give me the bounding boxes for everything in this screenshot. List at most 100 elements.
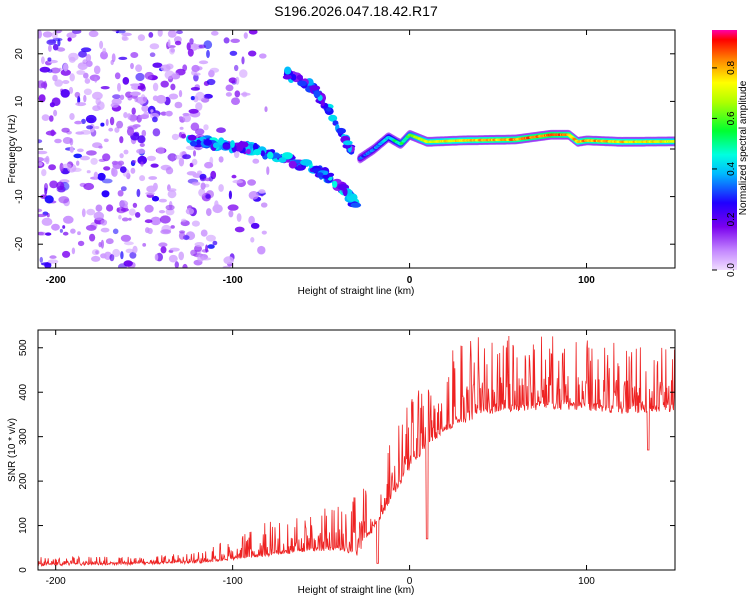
noise-blob bbox=[167, 190, 177, 199]
noise-blob bbox=[125, 248, 134, 254]
noise-blob bbox=[59, 162, 64, 172]
noise-blob bbox=[152, 116, 158, 123]
noise-blob bbox=[212, 204, 223, 214]
noise-blob bbox=[47, 259, 59, 264]
noise-blob bbox=[227, 204, 239, 211]
noise-blob bbox=[54, 138, 62, 144]
noise-blob bbox=[229, 50, 238, 56]
branch-blob bbox=[236, 143, 244, 152]
noise-blob bbox=[178, 251, 184, 261]
branch-blob bbox=[246, 148, 251, 155]
noise-blob bbox=[86, 125, 94, 130]
noise-blob bbox=[101, 190, 110, 198]
noise-blob bbox=[191, 158, 198, 166]
noise-blob bbox=[91, 255, 101, 262]
noise-blob bbox=[83, 72, 89, 79]
branch-blob bbox=[253, 142, 258, 151]
noise-blob bbox=[110, 102, 119, 108]
noise-blob bbox=[148, 32, 154, 38]
noise-blob bbox=[170, 225, 175, 229]
noise-blob bbox=[139, 175, 146, 182]
branch-blob bbox=[332, 120, 339, 125]
colorbar-ticks: 0.0 0.2 0.4 0.6 0.8 bbox=[712, 61, 737, 277]
noise-blob bbox=[179, 126, 184, 130]
noise-blob bbox=[206, 49, 210, 59]
bottom-x-axis-label: Height of straight line (km) bbox=[298, 585, 415, 596]
noise-blob bbox=[119, 153, 124, 159]
branch-blob bbox=[181, 133, 186, 139]
noise-blob bbox=[193, 150, 196, 157]
branch-blob bbox=[296, 74, 303, 81]
noise-blob bbox=[46, 213, 50, 218]
noise-blob bbox=[178, 157, 185, 167]
noise-blob bbox=[144, 219, 153, 224]
noise-blob bbox=[198, 44, 207, 49]
noise-blob bbox=[248, 191, 259, 200]
noise-blob bbox=[93, 171, 99, 180]
noise-blob bbox=[200, 182, 206, 190]
noise-blob bbox=[174, 101, 183, 109]
noise-blob bbox=[137, 135, 146, 144]
branch-blob bbox=[278, 157, 287, 163]
noise-blob bbox=[117, 190, 124, 197]
noise-blob bbox=[83, 88, 92, 96]
noise-blob bbox=[197, 170, 203, 175]
noise-blob bbox=[132, 245, 138, 254]
noise-blob bbox=[218, 156, 224, 163]
noise-blob bbox=[165, 110, 173, 117]
noise-blob bbox=[38, 30, 42, 39]
noise-blob bbox=[223, 256, 234, 265]
branch-blob bbox=[190, 140, 197, 147]
noise-blob bbox=[170, 83, 176, 91]
noise-blob bbox=[160, 229, 172, 235]
noise-blob bbox=[206, 208, 212, 217]
noise-blob bbox=[136, 188, 141, 198]
noise-blob bbox=[120, 166, 127, 174]
noise-blob bbox=[100, 219, 108, 226]
branch-blob bbox=[336, 127, 346, 134]
noise-blob bbox=[130, 62, 134, 70]
noise-blob bbox=[41, 169, 47, 177]
noise-blob bbox=[236, 213, 242, 222]
noise-blob bbox=[203, 124, 209, 131]
noise-blob bbox=[248, 30, 258, 35]
noise-blob bbox=[105, 238, 114, 245]
noise-blob bbox=[174, 40, 182, 46]
branch-blob bbox=[316, 172, 324, 178]
bottom-x-tick-label: 0 bbox=[407, 576, 413, 587]
noise-blob bbox=[228, 210, 234, 218]
noise-blob bbox=[112, 248, 121, 258]
bottom-y-tick-label: 0 bbox=[18, 567, 29, 573]
noise-blob bbox=[130, 52, 139, 58]
noise-blob bbox=[81, 118, 86, 124]
noise-blob bbox=[77, 148, 84, 153]
noise-blob bbox=[147, 227, 153, 235]
noise-blob bbox=[121, 217, 129, 222]
noise-blob bbox=[200, 229, 208, 237]
top-y-tick-label: 0 bbox=[14, 146, 25, 152]
noise-blob bbox=[160, 64, 171, 72]
noise-blob bbox=[137, 155, 147, 165]
noise-blob bbox=[208, 69, 215, 78]
colorbar-tick-label: 0.2 bbox=[726, 212, 737, 226]
noise-blob bbox=[114, 127, 120, 133]
bottom-x-tick-label: -100 bbox=[223, 576, 243, 587]
noise-blob bbox=[187, 48, 194, 57]
top-x-tick-label: 100 bbox=[578, 275, 595, 286]
noise-blob bbox=[100, 122, 105, 127]
noise-blob bbox=[86, 150, 97, 156]
noise-blob bbox=[100, 86, 110, 90]
branch-blob bbox=[313, 90, 321, 98]
branch-blob bbox=[342, 187, 348, 197]
noise-blob bbox=[63, 215, 74, 224]
noise-blob bbox=[194, 242, 205, 247]
noise-blob bbox=[41, 217, 53, 226]
noise-blob bbox=[203, 177, 212, 182]
colorbar-tick-label: 0.4 bbox=[726, 162, 737, 176]
noise-blob bbox=[84, 78, 91, 84]
bottom-y-tick-label: 300 bbox=[18, 428, 29, 445]
noise-blob bbox=[182, 154, 192, 160]
branch-blob bbox=[323, 170, 329, 175]
noise-blob bbox=[198, 60, 209, 65]
noise-blob bbox=[235, 76, 240, 85]
